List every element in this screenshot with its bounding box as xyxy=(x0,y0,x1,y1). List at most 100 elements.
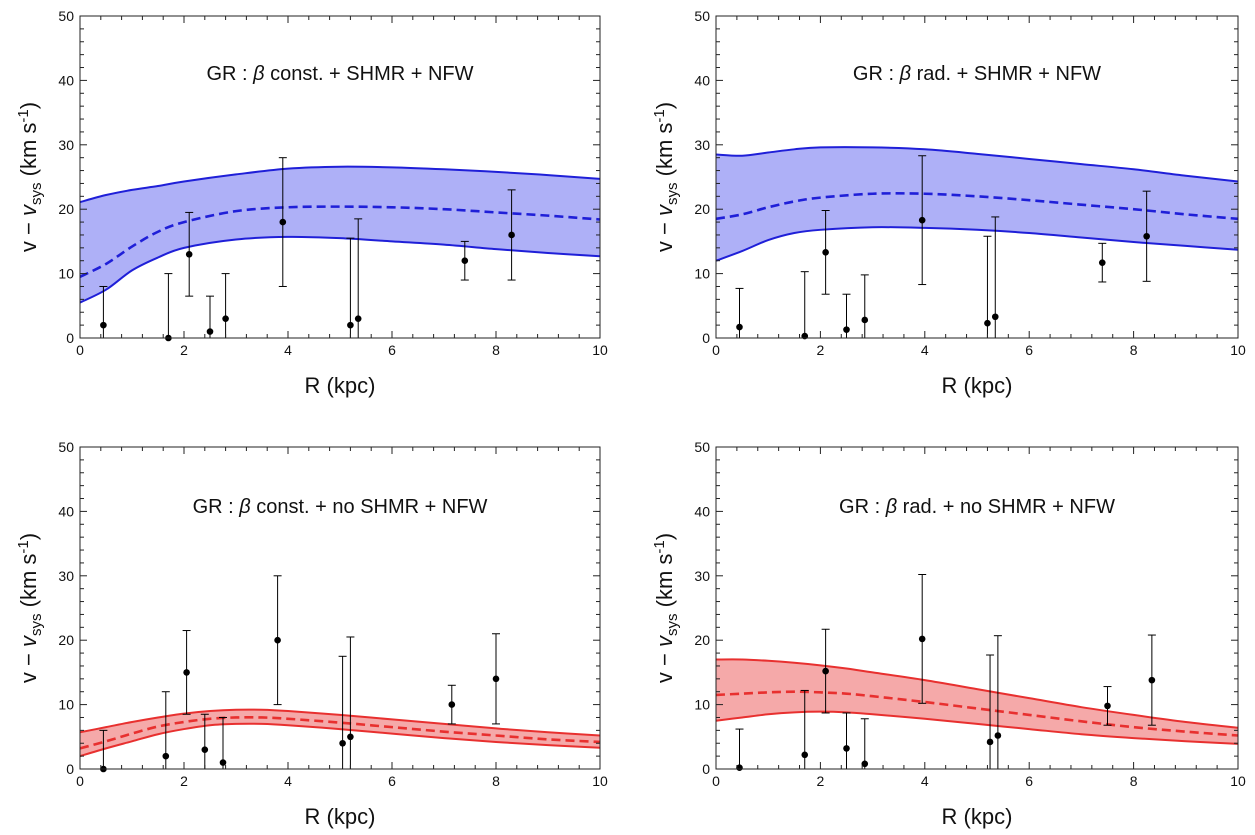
data-point-8 xyxy=(346,636,355,770)
axis-ticks xyxy=(715,15,1239,339)
point-marker xyxy=(843,326,850,333)
y-tick-label: 0 xyxy=(702,330,710,346)
y-tick-label: 0 xyxy=(66,761,74,777)
data-point-2 xyxy=(800,271,809,340)
data-point-8 xyxy=(991,216,1000,339)
point-marker xyxy=(183,669,190,676)
point-marker xyxy=(994,732,1002,739)
x-axis-label: R (kpc) xyxy=(942,804,1013,829)
point-marker xyxy=(1148,676,1156,684)
point-marker xyxy=(861,316,869,324)
data-point-6 xyxy=(278,157,287,287)
data-point-7 xyxy=(338,655,347,770)
y-tick-label: 50 xyxy=(694,8,710,24)
x-tick-label: 4 xyxy=(284,773,292,789)
data-point-3 xyxy=(821,209,830,295)
panel-title: GR : β rad. + SHMR + NFW xyxy=(853,63,1101,85)
data-point-6 xyxy=(918,155,927,286)
median-dashed-line xyxy=(716,192,1238,221)
band-upper-line xyxy=(80,708,600,737)
confidence-band xyxy=(716,659,1238,744)
panel-title: GR : β const. + no SHMR + NFW xyxy=(193,496,488,518)
data-point-5 xyxy=(860,718,869,770)
y-tick-label: 20 xyxy=(58,201,74,217)
median-dashed-line xyxy=(80,716,600,750)
plot-frame xyxy=(79,15,601,339)
point-marker xyxy=(508,231,515,239)
point-marker xyxy=(861,760,869,768)
point-marker xyxy=(448,701,456,708)
data-point-1 xyxy=(735,728,744,772)
point-marker xyxy=(918,635,926,643)
x-tick-label: 6 xyxy=(1025,342,1033,358)
x-tick-label: 0 xyxy=(76,773,84,789)
axis-ticks xyxy=(79,15,601,339)
median-dashed-line xyxy=(80,205,600,278)
point-marker xyxy=(354,315,362,322)
point-marker xyxy=(1104,702,1111,710)
point-marker xyxy=(822,249,829,256)
x-tick-label: 6 xyxy=(388,342,396,358)
point-marker xyxy=(986,738,994,746)
band-lower-line xyxy=(716,710,1238,745)
data-point-5 xyxy=(221,273,230,339)
point-marker xyxy=(347,733,354,741)
x-axis-label: R (kpc) xyxy=(305,373,376,398)
point-marker xyxy=(1143,232,1150,240)
y-tick-label: 10 xyxy=(694,697,710,713)
x-tick-label: 10 xyxy=(592,342,608,358)
data-point-9 xyxy=(460,240,469,281)
x-tick-label: 8 xyxy=(492,773,500,789)
data-point-6 xyxy=(918,574,927,704)
point-marker xyxy=(339,739,346,747)
x-tick-label: 6 xyxy=(1025,773,1033,789)
data-point-9 xyxy=(1103,686,1112,726)
y-tick-label: 20 xyxy=(694,201,710,217)
y-tick-label: 40 xyxy=(694,503,710,519)
point-marker xyxy=(185,250,193,258)
x-axis-label: R (kpc) xyxy=(942,373,1013,398)
band-lower-line xyxy=(80,722,600,758)
confidence-band xyxy=(716,147,1238,261)
panel-1: 0 2 4 6 8 10 0 10 20 30 40 50 R (kpc) v − vsys (km s-… xyxy=(15,8,608,398)
point-marker xyxy=(1098,259,1106,266)
data-point-4 xyxy=(842,293,851,339)
y-tick-label: 40 xyxy=(694,72,710,88)
y-tick-label: 30 xyxy=(58,568,74,584)
y-axis-label: v − vsys (km s-1) xyxy=(651,102,681,252)
x-tick-label: 0 xyxy=(76,342,84,358)
data-point-7 xyxy=(346,237,355,339)
y-tick-label: 0 xyxy=(66,330,74,346)
y-tick-label: 40 xyxy=(58,503,74,519)
x-tick-label: 2 xyxy=(817,773,825,789)
x-tick-label: 10 xyxy=(1230,773,1246,789)
data-point-10 xyxy=(492,633,500,725)
point-marker xyxy=(822,667,829,675)
point-marker xyxy=(206,328,214,335)
panel-4: 0 2 4 6 8 10 0 10 20 30 40 50 R (kpc) v − vsys (km s-… xyxy=(651,439,1246,829)
band-lower-line xyxy=(80,235,600,304)
x-tick-label: 4 xyxy=(921,773,929,789)
confidence-band xyxy=(80,166,600,303)
point-marker xyxy=(201,746,209,753)
band-upper-line xyxy=(80,165,600,204)
point-marker xyxy=(984,319,991,327)
y-tick-label: 40 xyxy=(58,72,74,88)
y-axis-label: v − vsys (km s-1) xyxy=(15,533,45,683)
y-tick-label: 30 xyxy=(58,137,74,153)
x-tick-label: 0 xyxy=(712,342,720,358)
x-tick-label: 8 xyxy=(1130,773,1138,789)
point-marker xyxy=(461,257,469,265)
data-point-1 xyxy=(99,285,108,339)
data-point-4 xyxy=(842,712,851,770)
x-tick-label: 2 xyxy=(180,773,188,789)
y-tick-label: 10 xyxy=(58,697,74,713)
point-marker xyxy=(222,315,229,322)
x-tick-label: 0 xyxy=(712,773,720,789)
x-tick-label: 4 xyxy=(284,342,292,358)
point-marker xyxy=(843,745,850,752)
point-marker xyxy=(918,216,926,224)
plot-frame xyxy=(79,446,601,770)
x-tick-label: 2 xyxy=(817,342,825,358)
